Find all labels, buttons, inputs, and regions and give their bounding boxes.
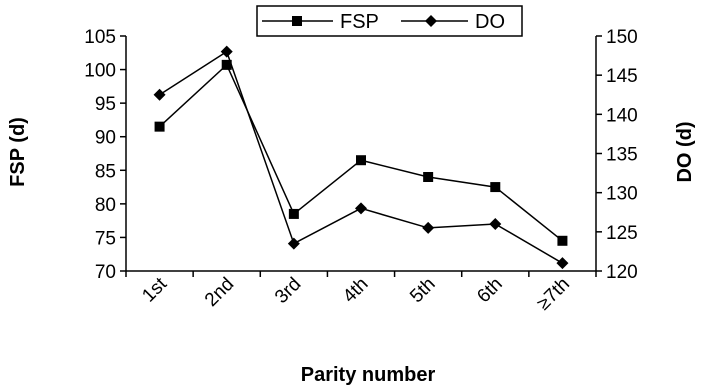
legend-do-marker (425, 15, 437, 27)
left-y-tick-label: 85 (95, 161, 116, 182)
data-point-do (355, 202, 367, 215)
right-y-axis-title: DO (d) (674, 121, 696, 182)
legend-fsp-label: FSP (340, 11, 379, 33)
left-y-tick-label: 90 (95, 128, 116, 149)
data-point-do (220, 45, 233, 58)
data-point-fsp (221, 59, 232, 70)
legend: FSP DO (256, 5, 523, 37)
legend-fsp-marker (292, 16, 302, 26)
right-y-tick-label: 150 (606, 27, 638, 48)
x-ticks: 1st 2nd 3rd 4th 5th 6th ≥7th (125, 271, 597, 315)
right-y-tick-label: 140 (606, 105, 638, 126)
x-tick-label: 4th (339, 274, 373, 308)
left-y-tick-label: 80 (95, 195, 116, 216)
data-point-do (287, 237, 300, 250)
x-tick-label: 1st (138, 273, 171, 306)
data-point-fsp (154, 121, 165, 132)
data-point-do (556, 257, 569, 270)
series-line-fsp (159, 63, 563, 242)
data-point-fsp (288, 208, 299, 219)
right-y-tick-label: 120 (606, 262, 638, 283)
right-y-tick-label: 145 (606, 66, 638, 87)
left-y-tick-label: 105 (84, 27, 116, 48)
right-y-tick-label: 135 (606, 145, 638, 166)
left-y-axis-title: FSP (d) (7, 117, 29, 187)
x-tick-label: 5th (406, 274, 440, 308)
data-point-fsp (356, 155, 366, 166)
x-axis-title: Parity number (301, 364, 436, 386)
left-y-tick-label: 100 (84, 61, 116, 82)
right-y-tick-label: 125 (606, 223, 638, 244)
data-point-do (422, 221, 435, 234)
legend-do-label: DO (475, 11, 505, 33)
x-tick-label: 3rd (271, 274, 305, 308)
data-point-fsp (423, 172, 434, 182)
data-point-do (153, 88, 166, 101)
x-tick-label: 2nd (201, 274, 238, 311)
right-y-ticks: 120 125 130 135 140 145 150 (596, 27, 638, 283)
x-tick-label: 6th (473, 274, 507, 308)
data-point-fsp (557, 235, 568, 246)
left-y-tick-label: 75 (95, 228, 116, 249)
right-y-tick-label: 130 (606, 184, 638, 205)
x-tick-label: ≥7th (533, 274, 574, 315)
data-point-do (489, 218, 502, 230)
left-y-tick-label: 95 (95, 94, 116, 115)
left-y-ticks: 70 75 80 85 90 95 100 105 (84, 27, 126, 283)
left-y-tick-label: 70 (95, 262, 116, 283)
data-point-fsp (490, 182, 501, 193)
series-layer (153, 45, 569, 270)
legend-box (256, 5, 523, 37)
